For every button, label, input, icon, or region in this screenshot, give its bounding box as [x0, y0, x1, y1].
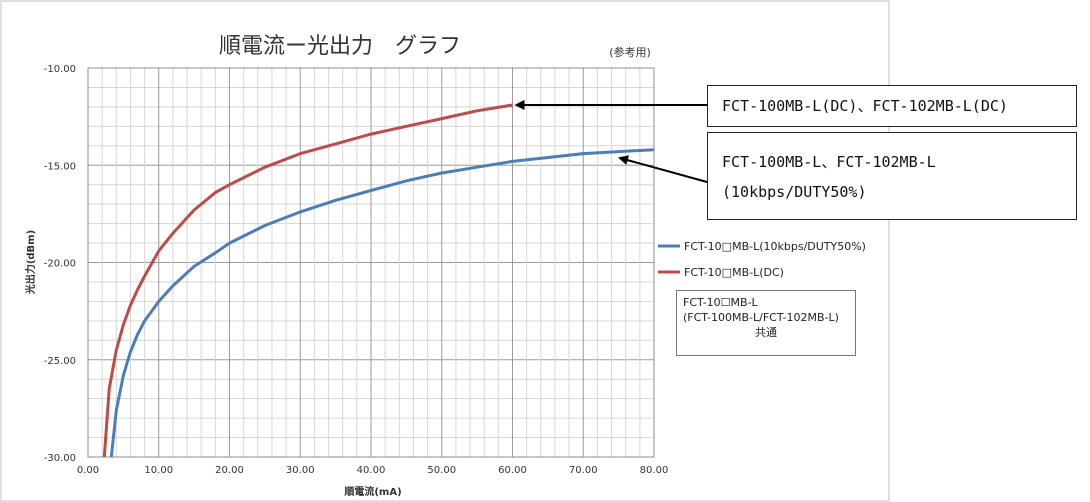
note-box: FCT-10☐MB-L (FCT-100MB-L/FCT-102MB-L) 共通 [676, 290, 856, 356]
x-tick-label: 70.00 [569, 465, 598, 476]
y-tick-label: -10.00 [44, 64, 76, 75]
x-tick-label: 20.00 [215, 465, 244, 476]
y-tick-label: -20.00 [44, 259, 76, 270]
x-tick-label: 80.00 [640, 465, 669, 476]
y-axis-label: 光出力(dBm) [24, 230, 37, 295]
arrow-pwm [618, 155, 708, 183]
note-line3: 共通 [755, 326, 777, 339]
y-tick-label: -25.00 [44, 356, 76, 367]
plot-area-border [87, 67, 655, 458]
callout-dc-text: FCT-100MB-L(DC)、FCT-102MB-L(DC) [722, 97, 1008, 115]
series-line-pwm [109, 148, 654, 457]
x-tick-label: 30.00 [286, 465, 315, 476]
note-line2: (FCT-100MB-L/FCT-102MB-L) [683, 311, 839, 324]
legend-label: FCT-10□MB-L(10kbps/DUTY50%) [684, 240, 866, 253]
x-axis-label: 順電流(mA) [343, 485, 401, 498]
y-tick-label: -30.00 [44, 453, 76, 464]
x-tick-label: 50.00 [427, 465, 456, 476]
x-tick-label: 40.00 [357, 465, 386, 476]
x-tick-label: 10.00 [144, 465, 173, 476]
x-tick-label: 60.00 [498, 465, 527, 476]
chart-title: 順電流ー光出力 グラフ [219, 34, 461, 59]
legend-label: FCT-10□MB-L(DC) [684, 266, 784, 279]
series-line-dc [102, 103, 513, 457]
callout-pwm-line1: FCT-100MB-L、FCT-102MB-L [722, 153, 936, 171]
note-line1: FCT-10☐MB-L [683, 296, 758, 309]
callout-dc: FCT-100MB-L(DC)、FCT-102MB-L(DC) [707, 85, 1077, 127]
y-tick-label: -15.00 [44, 161, 76, 172]
chart-subtitle: (参考用) [609, 45, 651, 59]
callout-pwm-line2: (10kbps/DUTY50%) [722, 183, 867, 201]
callout-pwm: FCT-100MB-L、FCT-102MB-L (10kbps/DUTY50%) [707, 132, 1077, 220]
x-tick-label: 0.00 [77, 465, 99, 476]
chart-panel: 0.00 10.00 20.00 30.00 40.00 50.00 60.00 70.00 8… [0, 0, 890, 502]
